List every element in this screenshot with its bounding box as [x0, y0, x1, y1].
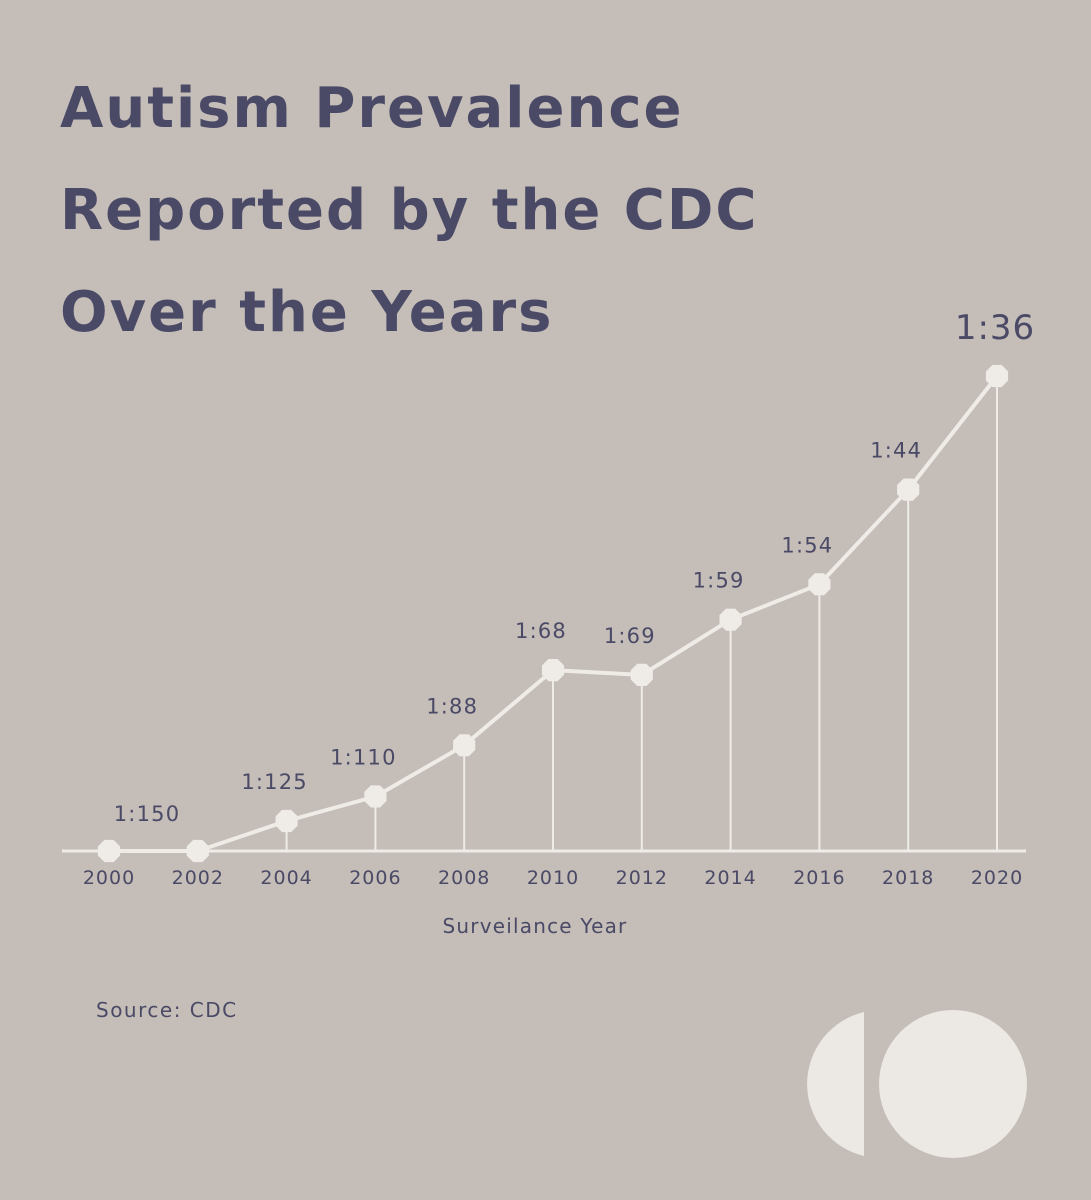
chart-title: Autism Prevalence Reported by the CDC Ov… — [60, 58, 759, 364]
x-tick-label-2000: 2000 — [83, 867, 135, 889]
x-tick-label-2018: 2018 — [882, 867, 934, 889]
x-tick-label-2006: 2006 — [349, 867, 401, 889]
data-point-2014 — [719, 608, 742, 631]
x-tick-label-2008: 2008 — [438, 867, 490, 889]
title-line-1: Autism Prevalence — [60, 76, 684, 141]
point-label-2018: 1:44 — [870, 439, 922, 463]
x-tick-label-2004: 2004 — [260, 867, 312, 889]
data-point-2010 — [541, 659, 565, 682]
point-label-2010: 1:68 — [515, 619, 567, 643]
point-label-2008: 1:88 — [426, 694, 478, 718]
data-point-2016 — [808, 573, 831, 596]
point-label-2016: 1:54 — [781, 533, 833, 557]
x-tick-label-2016: 2016 — [793, 867, 845, 889]
data-point-2006 — [364, 785, 387, 808]
source-note: Source: CDC — [96, 998, 238, 1022]
data-point-2018 — [897, 478, 920, 501]
x-axis-label: Surveilance Year — [443, 914, 628, 938]
point-label-2004: 1:125 — [241, 770, 308, 794]
point-label-2014: 1:59 — [693, 569, 745, 593]
x-tick-label-2014: 2014 — [704, 867, 756, 889]
title-line-2: Reported by the CDC — [60, 178, 759, 243]
point-label-2012: 1:69 — [604, 624, 656, 648]
data-point-2004 — [275, 809, 298, 833]
logo-circle — [879, 1010, 1027, 1158]
title-line-3: Over the Years — [60, 280, 554, 345]
brand-logo — [807, 1010, 1027, 1158]
data-point-2000 — [97, 839, 121, 863]
data-point-2012 — [630, 663, 653, 686]
data-point-2008 — [453, 734, 476, 757]
point-label-2006: 1:110 — [330, 746, 397, 770]
x-tick-label-2020: 2020 — [971, 867, 1023, 889]
data-point-2002 — [186, 839, 209, 863]
logo-half-circle — [807, 1012, 864, 1156]
x-tick-label-2010: 2010 — [527, 867, 579, 889]
x-tick-label-2012: 2012 — [616, 867, 668, 889]
x-tick-label-2002: 2002 — [172, 867, 224, 889]
data-point-2020 — [985, 364, 1009, 388]
point-label-2000: 1:150 — [114, 802, 181, 826]
point-label-2020: 1:36 — [955, 308, 1035, 348]
prevalence-line-chart: 1:150 1:125 1:110 1:88 1:68 1:69 1:59 1:54 1:44 1… — [62, 308, 1035, 938]
